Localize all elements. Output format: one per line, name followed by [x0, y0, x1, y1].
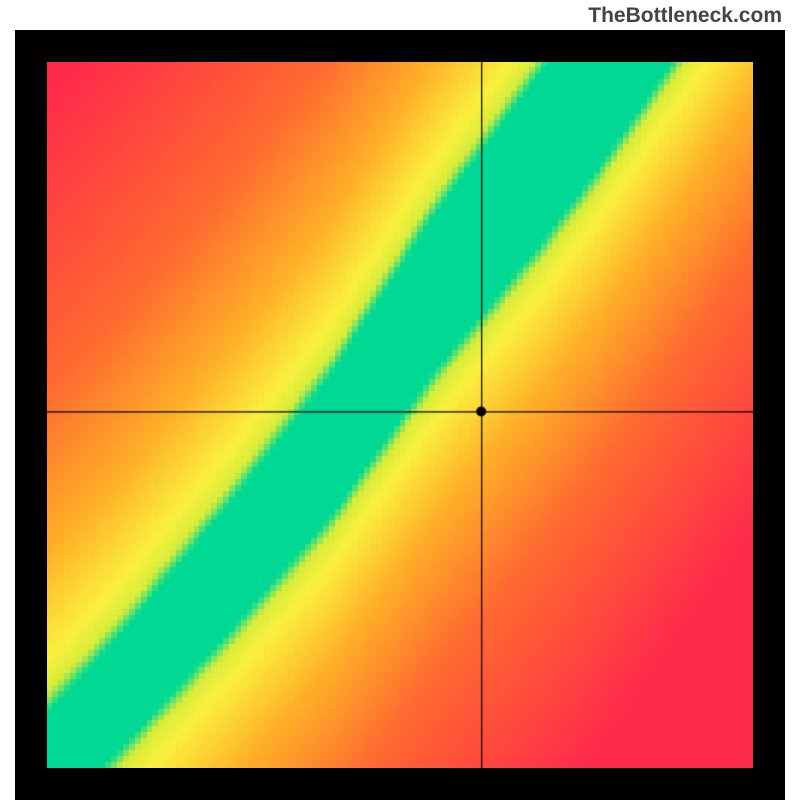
- heatmap-canvas: [47, 62, 753, 768]
- watermark-text: TheBottleneck.com: [588, 4, 782, 28]
- plot-frame: [15, 30, 785, 800]
